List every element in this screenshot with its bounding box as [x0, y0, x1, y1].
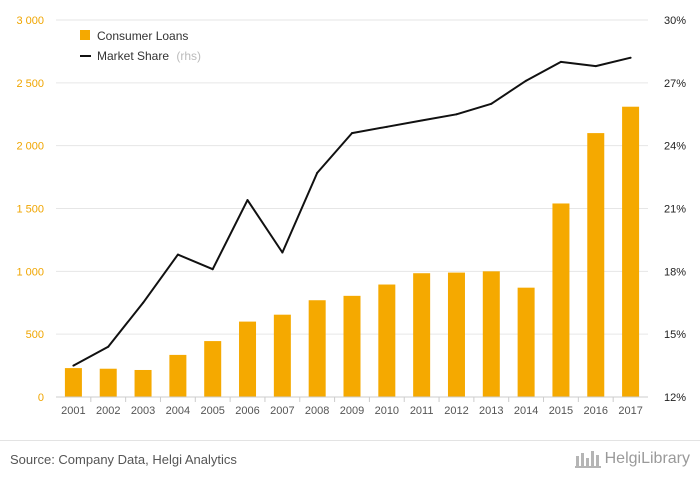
line-point — [455, 113, 458, 116]
y-left-tick-label: 1 000 — [16, 266, 44, 278]
x-axis: 2001 2002 2003 2004 2005 2006 2007 2008 2009 2010… — [56, 396, 648, 417]
x-tick-label: 2007 — [270, 405, 294, 417]
bar — [378, 284, 396, 397]
bar — [134, 369, 152, 397]
line-point — [490, 102, 493, 105]
x-tick-label: 2010 — [375, 405, 399, 417]
library-icon — [574, 451, 601, 468]
x-tick-label: 2012 — [444, 405, 468, 417]
legend: Consumer Loans Market Share (rhs) — [80, 29, 201, 63]
y-left-tick-label: 1 500 — [16, 204, 44, 216]
brand-name: HelgiLibrary — [604, 450, 690, 467]
y-right-tick-label: 21% — [664, 204, 686, 216]
legend-note-rhs: (rhs) — [176, 49, 201, 63]
x-tick-label: 2004 — [166, 405, 190, 417]
x-tick-label: 2016 — [584, 405, 608, 417]
bar — [239, 321, 257, 397]
x-tick-label: 2011 — [410, 405, 434, 417]
line-point — [594, 65, 597, 68]
y-right-tick-label: 15% — [664, 329, 686, 341]
y-left-tick-label: 3 000 — [16, 15, 44, 27]
bar — [587, 133, 605, 397]
bar — [99, 368, 117, 397]
line-point — [107, 345, 110, 348]
y-left-tick-label: 0 — [38, 392, 44, 404]
x-tick-label: 2002 — [96, 405, 120, 417]
bar — [204, 341, 222, 397]
right-axis: 12% 15% 18% 21% 24% 27% 30% — [664, 15, 686, 404]
bar — [517, 287, 535, 397]
bar — [169, 354, 187, 397]
bar-series — [64, 106, 640, 398]
legend-label-market-share: Market Share (rhs) — [97, 49, 201, 63]
y-left-tick-label: 2 000 — [16, 141, 44, 153]
x-tick-label: 2017 — [618, 405, 642, 417]
y-right-tick-label: 27% — [664, 78, 686, 90]
line-point — [72, 364, 75, 367]
x-tick-label: 2013 — [479, 405, 503, 417]
line-point — [246, 199, 249, 202]
brand-logo: HelgiLibrary — [574, 450, 690, 468]
y-right-tick-label: 12% — [664, 392, 686, 404]
x-tick-label: 2015 — [549, 405, 573, 417]
bar — [552, 203, 570, 397]
y-right-tick-label: 18% — [664, 266, 686, 278]
x-tick-label: 2008 — [305, 405, 329, 417]
line-point — [281, 251, 284, 254]
x-tick-label: 2014 — [514, 405, 538, 417]
line-point — [351, 132, 353, 135]
legend-label-consumer-loans: Consumer Loans — [97, 29, 188, 43]
bar — [482, 271, 500, 397]
bar — [622, 106, 640, 398]
x-tick-label: 2005 — [200, 405, 224, 417]
gridlines — [56, 19, 648, 335]
line-point — [142, 301, 145, 304]
y-left-tick-label: 500 — [26, 329, 44, 341]
x-tick-label: 2001 — [61, 405, 85, 417]
left-axis: 0 500 1 000 1 500 2 000 2 500 3 000 — [16, 15, 44, 404]
line-point — [629, 56, 632, 59]
line-point — [559, 60, 562, 63]
bar — [273, 314, 291, 397]
line-point — [211, 268, 214, 271]
source-text: Source: Company Data, Helgi Analytics — [10, 452, 237, 467]
y-right-tick-label: 30% — [664, 15, 686, 27]
legend-swatch-consumer-loans — [80, 30, 90, 40]
chart: 0 500 1 000 1 500 2 000 2 500 3 000 12% 15% 18% 2… — [16, 15, 686, 417]
y-left-tick-label: 2 500 — [16, 78, 44, 90]
x-tick-label: 2006 — [235, 405, 259, 417]
bar — [343, 295, 361, 397]
line-point — [176, 253, 179, 256]
footer: Source: Company Data, Helgi Analytics He… — [0, 440, 700, 483]
footer-divider — [0, 440, 700, 441]
bar — [64, 368, 82, 397]
x-tick-label: 2003 — [131, 405, 155, 417]
line-point — [525, 79, 528, 82]
line-point — [420, 119, 423, 122]
y-right-tick-label: 24% — [664, 141, 686, 153]
bar — [413, 273, 431, 397]
line-series — [72, 56, 632, 367]
line-point — [316, 171, 319, 174]
line-point — [385, 125, 388, 128]
bar — [447, 272, 465, 397]
bar — [308, 300, 326, 397]
x-tick-label: 2009 — [340, 405, 364, 417]
